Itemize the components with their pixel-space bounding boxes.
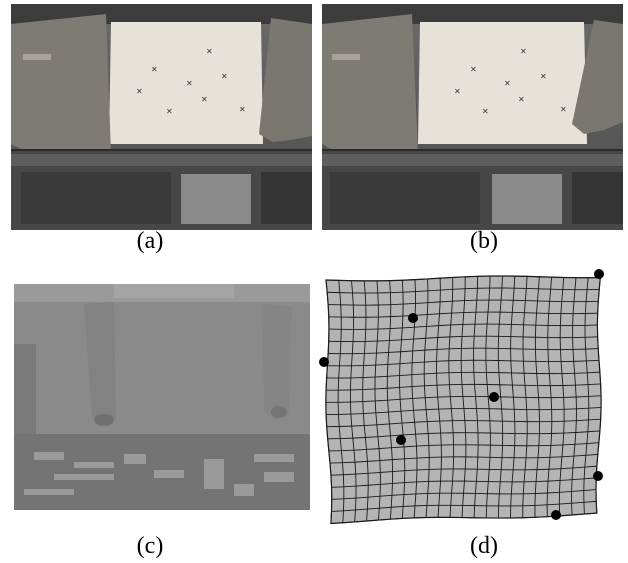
mesh-horizontal-line	[331, 500, 597, 512]
mesh-horizontal-line	[330, 465, 597, 476]
control-point	[594, 269, 604, 279]
control-point	[489, 392, 499, 402]
svg-text:✕: ✕	[518, 95, 525, 104]
caption-c: (c)	[136, 533, 164, 559]
mesh-horizontal-line	[326, 406, 602, 415]
mesh-horizontal-line	[325, 275, 601, 282]
mesh-vertical-line	[325, 279, 333, 524]
svg-text:✕: ✕	[186, 79, 193, 88]
panel-d-mesh	[318, 266, 608, 528]
control-point	[408, 313, 418, 323]
left-hand	[322, 14, 418, 162]
mesh-horizontal-line	[328, 335, 598, 343]
svg-text:✕: ✕	[136, 87, 143, 96]
svg-text:✕: ✕	[151, 65, 158, 74]
mesh-horizontal-line	[329, 453, 598, 464]
control-point	[396, 435, 406, 445]
control-point	[593, 471, 603, 481]
svg-text:✕: ✕	[482, 107, 489, 116]
mesh-horizontal-line	[328, 323, 598, 330]
left-hand	[11, 14, 111, 162]
caption-a: (a)	[136, 228, 164, 254]
panel-b-photo: ✕ ✕ ✕ ✕ ✕ ✕ ✕ ✕	[322, 4, 623, 230]
mesh-horizontal-line	[326, 418, 601, 428]
control-point	[551, 510, 561, 520]
noise-patches	[24, 452, 294, 496]
mesh-horizontal-line	[328, 299, 599, 306]
svg-text:✕: ✕	[166, 107, 173, 116]
svg-text:✕: ✕	[540, 72, 547, 81]
svg-text:✕: ✕	[239, 105, 246, 114]
paper-sheet	[418, 22, 587, 144]
mesh-horizontal-line	[328, 311, 598, 318]
panel-c-disparity-map	[14, 284, 310, 510]
svg-text:✕: ✕	[221, 72, 228, 81]
mesh-horizontal-line	[326, 371, 600, 379]
caption-b: (b)	[470, 228, 498, 254]
paper-sheet	[109, 22, 263, 144]
control-point	[319, 357, 329, 367]
svg-text:✕: ✕	[470, 65, 477, 74]
svg-text:✕: ✕	[560, 105, 567, 114]
disparity-map-image	[14, 284, 310, 510]
mesh-horizontal-line	[328, 442, 599, 452]
svg-text:✕: ✕	[454, 87, 461, 96]
svg-text:✕: ✕	[520, 47, 527, 56]
ring	[23, 54, 51, 60]
mesh-horizontal-line	[327, 430, 600, 440]
mesh-horizontal-line	[326, 383, 601, 391]
right-hand	[572, 20, 623, 134]
panel-b-image: ✕ ✕ ✕ ✕ ✕ ✕ ✕ ✕	[322, 4, 623, 230]
mesh-horizontal-line	[327, 359, 600, 367]
svg-text:✕: ✕	[206, 47, 213, 56]
mesh-svg	[319, 269, 604, 525]
mesh-horizontal-line	[325, 395, 602, 403]
mesh-horizontal-line	[327, 287, 600, 294]
printed-markers: ✕ ✕ ✕ ✕ ✕ ✕ ✕ ✕	[454, 47, 567, 116]
right-hand	[259, 18, 312, 142]
mesh-horizontal-line	[328, 347, 599, 355]
panel-a-image: ✕ ✕ ✕ ✕ ✕ ✕ ✕ ✕	[11, 4, 312, 230]
printed-markers: ✕ ✕ ✕ ✕ ✕ ✕ ✕ ✕	[136, 47, 246, 116]
panel-a-photo: ✕ ✕ ✕ ✕ ✕ ✕ ✕ ✕	[11, 4, 312, 230]
mesh-horizontal-line	[331, 477, 597, 488]
ring	[332, 54, 360, 60]
caption-d: (d)	[470, 533, 498, 559]
svg-text:✕: ✕	[201, 95, 208, 104]
mesh-horizontal-line	[331, 489, 597, 500]
svg-text:✕: ✕	[504, 79, 511, 88]
